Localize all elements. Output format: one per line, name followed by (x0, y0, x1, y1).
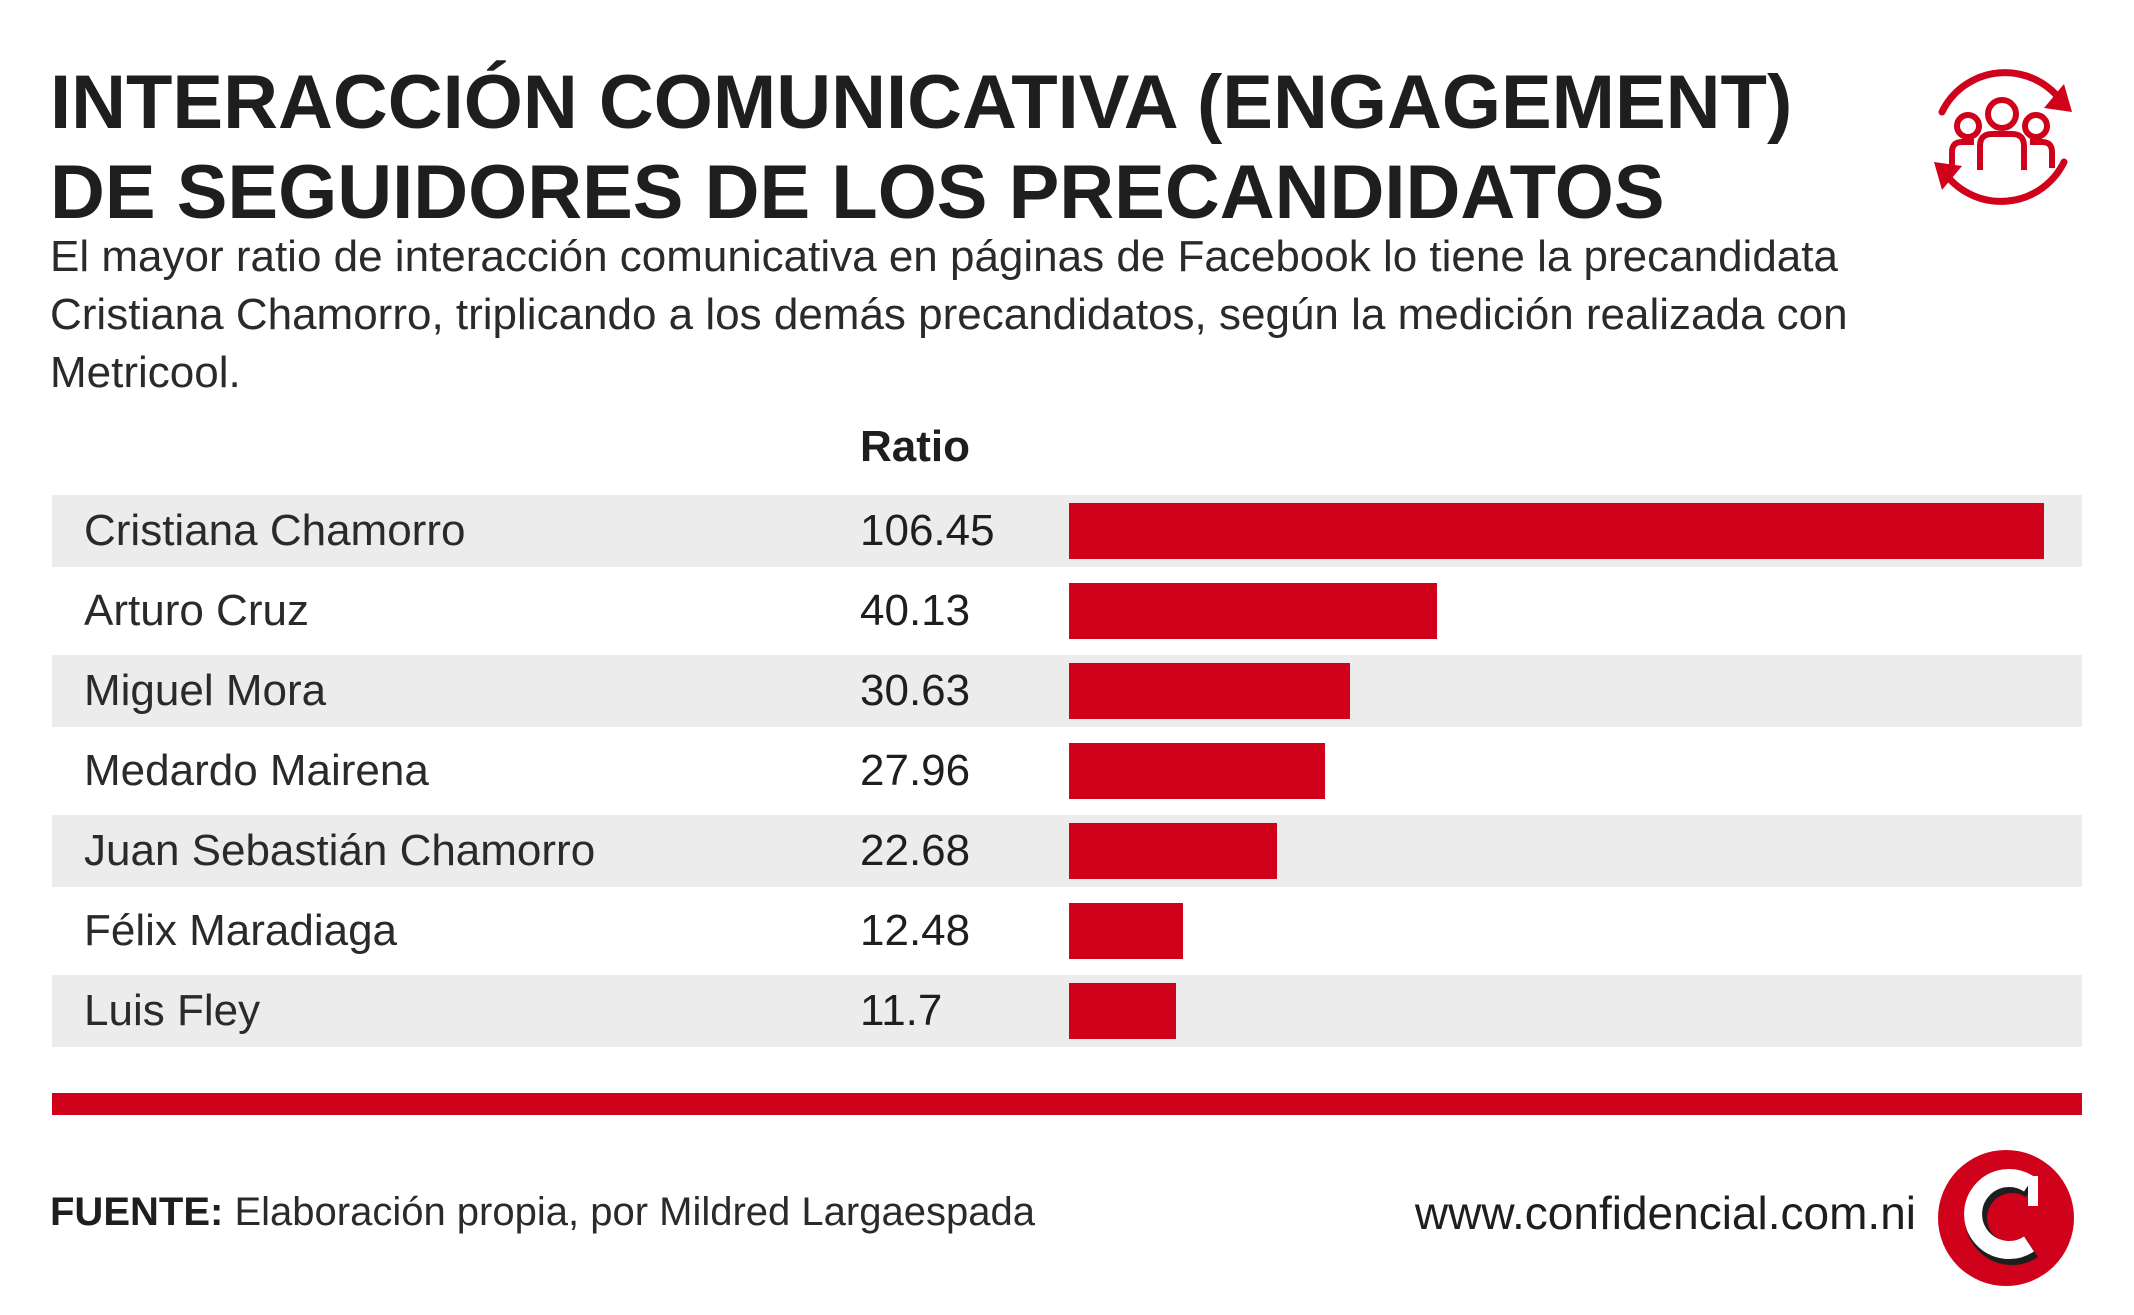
value-label: 30.63 (860, 666, 971, 715)
chart-row: Juan Sebastián Chamorro 22.68 (52, 815, 2082, 887)
category-label: Miguel Mora (84, 666, 327, 715)
footer-divider (52, 1093, 2082, 1115)
chart-row: Cristiana Chamorro 106.45 (52, 495, 2082, 567)
bar (1069, 583, 1437, 639)
value-label: 11.7 (860, 986, 943, 1035)
bar (1069, 903, 1183, 959)
value-label: 27.96 (860, 746, 971, 795)
value-label: 40.13 (860, 586, 971, 635)
value-label: 22.68 (860, 826, 971, 875)
bar (1069, 823, 1277, 879)
bar-chart-rows: Cristiana Chamorro 106.45 Arturo Cruz 40.13… (52, 495, 2082, 1055)
engagement-cycle-icon (1934, 69, 2072, 205)
category-label: Cristiana Chamorro (84, 506, 466, 555)
chart-subtitle: El mayor ratio de interacción comunicati… (50, 232, 1848, 397)
bar (1069, 983, 1176, 1039)
category-label: Félix Maradiaga (84, 906, 398, 955)
source-text: Elaboración propia, por Mildred Largaesp… (223, 1190, 1035, 1234)
category-label: Juan Sebastián Chamorro (84, 826, 596, 875)
chart-row: Arturo Cruz 40.13 (52, 575, 2082, 647)
ratio-column-header: Ratio (860, 422, 970, 471)
bar (1069, 503, 2044, 559)
category-label: Medardo Mairena (84, 746, 429, 795)
source-note: FUENTE: Elaboración propia, por Mildred … (50, 1190, 1035, 1235)
title-line-2: DE SEGUIDORES DE LOS PRECANDIDATOS (50, 150, 1665, 235)
bar (1069, 743, 1325, 799)
category-label: Luis Fley (84, 986, 261, 1035)
source-label: FUENTE: (50, 1190, 224, 1234)
chart-row: Medardo Mairena 27.96 (52, 735, 2082, 807)
bar (1069, 663, 1350, 719)
chart-row: Luis Fley 11.7 (52, 975, 2082, 1047)
value-label: 106.45 (860, 506, 995, 555)
title-line-1: INTERACCIÓN COMUNICATIVA (ENGAGEMENT) (50, 60, 1793, 145)
value-label: 12.48 (860, 906, 971, 955)
chart-row: Miguel Mora 30.63 (52, 655, 2082, 727)
confidencial-logo (1938, 1150, 2074, 1286)
chart-row: Félix Maradiaga 12.48 (52, 895, 2082, 967)
category-label: Arturo Cruz (84, 586, 309, 635)
website-link[interactable]: www.confidencial.com.ni (1414, 1187, 1916, 1239)
chart-title: INTERACCIÓN COMUNICATIVA (ENGAGEMENT) DE… (50, 58, 1870, 238)
